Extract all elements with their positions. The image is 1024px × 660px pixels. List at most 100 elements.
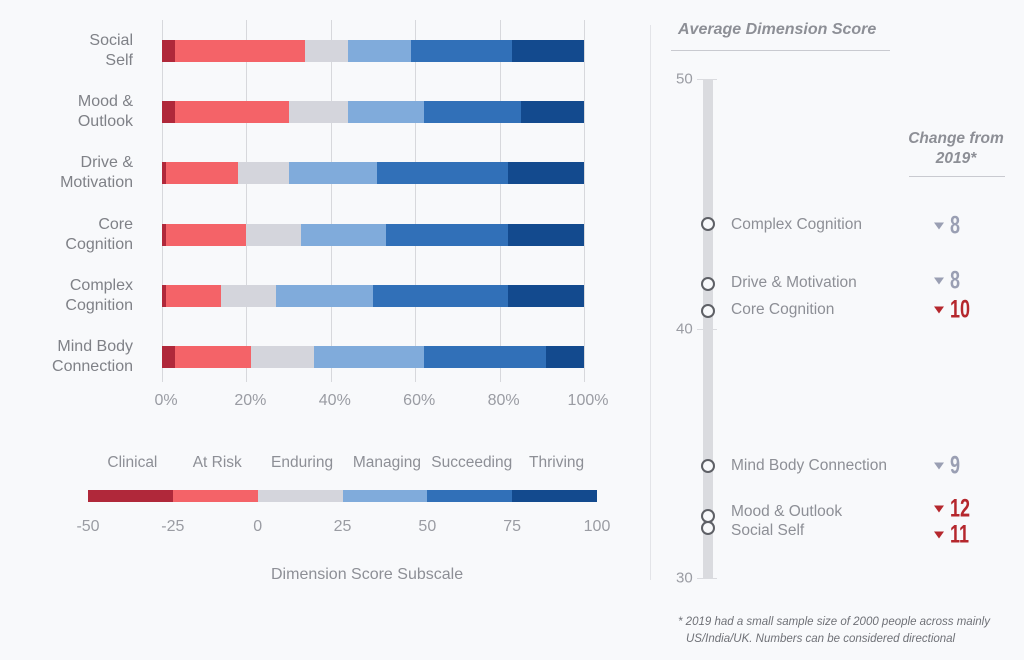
bar-segment-thriving <box>512 40 585 62</box>
category-label-line: Connection <box>52 358 133 375</box>
score-marker <box>701 304 715 319</box>
change-underline <box>909 176 1005 177</box>
bar-segment-succeeding <box>410 40 513 62</box>
down-triangle-icon <box>934 531 944 539</box>
bar-segment-thriving <box>508 285 585 307</box>
panel-divider <box>650 25 651 580</box>
change-value: 8 <box>934 212 964 241</box>
bar-segment-succeeding <box>423 101 522 123</box>
bar-segment-clinical <box>162 40 176 62</box>
bar-segment-clinical <box>162 224 167 246</box>
dimension-label: Social Self <box>731 522 805 539</box>
category-label-line: Complex <box>69 277 133 294</box>
category-label-line: Motivation <box>60 174 133 191</box>
bar-segment-managing <box>347 40 412 62</box>
legend-band-label: Enduring <box>271 454 334 471</box>
category-label: Core Cognition <box>13 215 133 255</box>
x-tick-label: 80% <box>487 392 520 409</box>
bar-segment-succeeding <box>385 224 509 246</box>
change-number: 8 <box>950 211 961 240</box>
category-label: Drive & Motivation <box>13 153 133 193</box>
legend-band-label: Managing <box>352 454 421 471</box>
bar-segment-thriving <box>508 162 585 184</box>
change-header-line: 2019* <box>935 150 977 167</box>
bar-segment-thriving <box>508 224 585 246</box>
bar-segment-succeeding <box>373 285 509 307</box>
legend-tick-label: 0 <box>253 518 263 535</box>
bar-segment-succeeding <box>423 346 547 368</box>
change-number: 10 <box>950 295 971 324</box>
bar-segment-managing <box>313 346 425 368</box>
down-triangle-icon <box>934 277 944 285</box>
legend-band-label: Thriving <box>529 454 585 471</box>
bar-segment-enduring <box>237 162 290 184</box>
title-underline <box>671 50 890 51</box>
bar-segment-clinical <box>162 162 167 184</box>
gridline <box>330 20 332 382</box>
y-tick-label: 40 <box>676 320 693 337</box>
category-label-line: Drive & <box>80 154 133 171</box>
change-value: 8 <box>934 267 964 296</box>
down-triangle-icon <box>934 222 944 230</box>
bar-segment-succeeding <box>377 162 509 184</box>
dimension-label: Mood & Outlook <box>731 503 843 520</box>
bar-segment-enduring <box>250 346 315 368</box>
category-label-line: Cognition <box>65 297 133 314</box>
legend-band-label: Clinical <box>107 454 158 471</box>
category-label: Social Self <box>13 31 133 71</box>
dimension-label: Complex Cognition <box>731 216 862 233</box>
x-tick-label: 0% <box>154 392 178 409</box>
bar-segment-thriving <box>520 101 585 123</box>
x-tick-label: 40% <box>318 392 351 409</box>
category-label-line: Outlook <box>77 113 133 130</box>
category-label: Complex Cognition <box>13 276 133 316</box>
bar-segment-enduring <box>246 224 302 246</box>
bar-segment-at-risk <box>174 101 290 123</box>
category-label-line: Cognition <box>65 236 133 253</box>
legend-tick-label: -25 <box>161 518 185 535</box>
bar-segment-clinical <box>162 101 176 123</box>
bar-segment-at-risk <box>174 346 252 368</box>
gridline <box>246 20 248 382</box>
change-number: 8 <box>950 266 961 295</box>
bar-segment-managing <box>288 162 378 184</box>
gridline <box>415 20 417 382</box>
legend-tick-label: 25 <box>333 518 352 535</box>
bar-segment-at-risk <box>166 285 222 307</box>
change-header: Change from 2019* <box>900 129 1012 169</box>
legend-band-enduring <box>257 490 343 502</box>
category-label: Mood & Outlook <box>13 92 133 132</box>
bar-segment-enduring <box>221 285 277 307</box>
legend-band-label: Succeeding <box>431 454 513 471</box>
dimension-label: Mind Body Connection <box>731 457 887 474</box>
footnote: * 2019 had a small sample size of 2000 p… <box>678 614 990 648</box>
gridline <box>162 20 163 382</box>
category-label-line: Self <box>105 52 133 69</box>
change-value: 10 <box>934 296 978 325</box>
category-label-line: Mood & <box>77 93 133 110</box>
y-tick-mark <box>697 79 717 80</box>
bar-segment-clinical <box>162 285 167 307</box>
bar-segment-managing <box>347 101 425 123</box>
change-number: 9 <box>950 451 961 480</box>
x-tick-label: 100% <box>567 392 609 409</box>
dimension-label: Drive & Motivation <box>731 274 857 291</box>
bar-segment-at-risk <box>166 224 247 246</box>
dimension-label: Core Cognition <box>731 301 835 318</box>
category-label-line: Core <box>98 216 133 233</box>
gridline <box>499 20 501 382</box>
bar-segment-managing <box>301 224 387 246</box>
bar-segment-enduring <box>288 101 349 123</box>
change-number: 12 <box>950 494 971 523</box>
legend-tick-label: 100 <box>583 518 611 535</box>
score-marker <box>701 216 715 231</box>
legend-band-managing <box>342 490 428 502</box>
legend-band-thriving <box>512 490 598 502</box>
change-value: 12 <box>934 495 978 524</box>
bar-segment-at-risk <box>166 162 239 184</box>
legend-band-label: At Risk <box>192 454 242 471</box>
bar-segment-enduring <box>305 40 349 62</box>
change-value: 9 <box>934 452 964 481</box>
x-tick-label: 20% <box>234 392 267 409</box>
y-tick-label: 50 <box>676 70 693 88</box>
